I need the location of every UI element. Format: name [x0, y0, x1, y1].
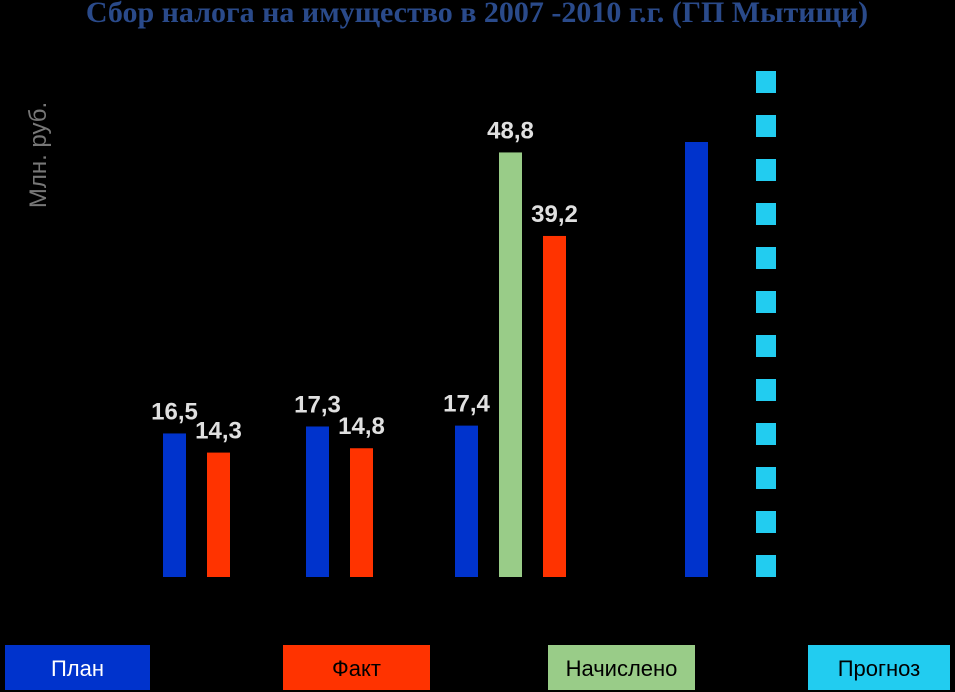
- bar: [499, 152, 522, 577]
- legend-label: Начислено: [566, 656, 678, 681]
- legend-label: Факт: [332, 656, 381, 681]
- data-label: 14,8: [338, 413, 385, 440]
- data-label: 16,5: [151, 398, 198, 425]
- data-label: 17,3: [294, 391, 341, 418]
- legend-swatch: [5, 645, 150, 690]
- bar: [685, 142, 708, 577]
- chart-title: Сбор налога на имущество в 2007 -2010 г.…: [86, 0, 868, 29]
- bar: [543, 235, 566, 577]
- legend-label: Прогноз: [838, 656, 921, 681]
- data-label: 14,3: [195, 418, 242, 445]
- bar: [207, 452, 230, 577]
- data-label: 48,8: [487, 117, 534, 144]
- legend-label: План: [51, 656, 104, 681]
- bar: [455, 425, 478, 577]
- bar: [163, 433, 186, 577]
- y-axis-label: Млн. руб.: [25, 102, 52, 208]
- legend-swatch: [283, 645, 430, 690]
- legend-swatch: [548, 645, 695, 690]
- data-label: 17,4: [443, 391, 490, 418]
- legend-swatch: [808, 645, 950, 690]
- bar: [350, 448, 373, 577]
- data-label: 39,2: [531, 201, 578, 228]
- bar: [306, 426, 329, 577]
